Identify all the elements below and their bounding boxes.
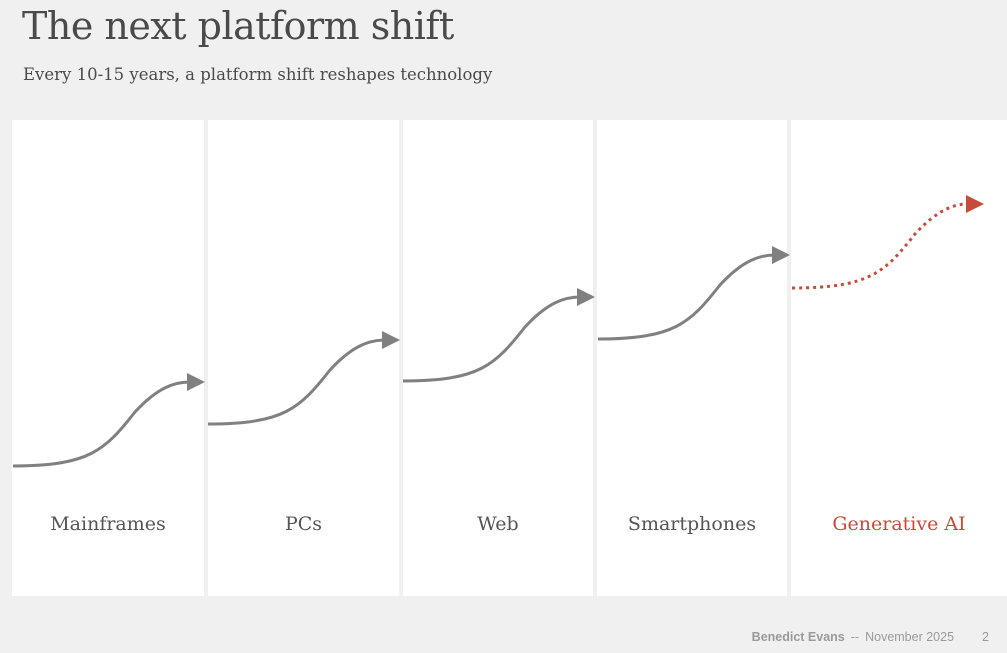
platform-label-generative-ai: Generative AI bbox=[832, 513, 966, 535]
arrow-head-mainframes bbox=[187, 373, 205, 391]
panel-mainframes: Mainframes bbox=[12, 120, 204, 596]
s-curve-generative-ai bbox=[791, 202, 969, 290]
platform-label-pcs: PCs bbox=[284, 513, 323, 535]
s-curves bbox=[12, 195, 984, 468]
arrow-head-smartphones bbox=[772, 246, 790, 264]
s-curve-smartphones bbox=[597, 253, 776, 341]
platform-label-smartphones: Smartphones bbox=[627, 513, 757, 535]
footer-separator: -- bbox=[850, 630, 860, 644]
s-curve-mainframes bbox=[12, 380, 191, 468]
footer: Benedict Evans -- November 2025 2 bbox=[752, 630, 989, 644]
platform-label-web: Web bbox=[477, 513, 519, 535]
panel-pcs: PCs bbox=[208, 120, 399, 596]
s-curve-pcs bbox=[207, 338, 386, 426]
arrow-head-pcs bbox=[382, 331, 400, 349]
s-curve-web bbox=[402, 295, 581, 383]
platform-label-mainframes: Mainframes bbox=[50, 513, 166, 535]
slide-subtitle: Every 10-15 years, a platform shift resh… bbox=[23, 65, 493, 84]
arrow-head-generative-ai bbox=[966, 195, 984, 213]
footer-author: Benedict Evans bbox=[751, 630, 845, 644]
platform-panels: Mainframes PCs Web Smartphones Generativ… bbox=[0, 120, 1007, 596]
arrow-head-web bbox=[577, 288, 595, 306]
panel-smartphones: Smartphones bbox=[597, 120, 787, 596]
slide-title: The next platform shift bbox=[22, 4, 454, 48]
page-number: 2 bbox=[982, 630, 989, 644]
footer-date: November 2025 bbox=[865, 630, 955, 644]
